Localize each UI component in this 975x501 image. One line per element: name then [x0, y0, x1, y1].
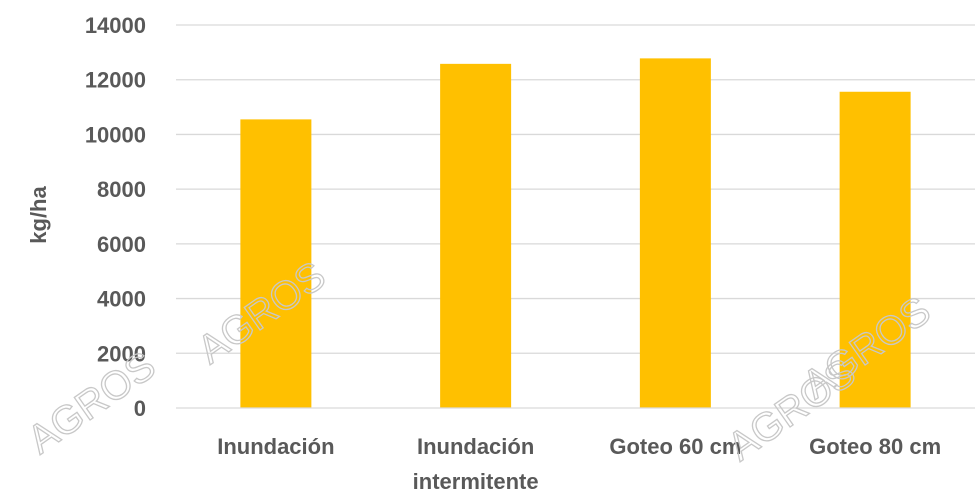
- y-tick-label: 2000: [97, 341, 146, 366]
- y-tick-label: 14000: [85, 13, 146, 38]
- bar: [639, 58, 711, 409]
- y-tick-label: 4000: [97, 287, 146, 312]
- bar: [440, 63, 512, 409]
- bar: [240, 119, 312, 408]
- y-tick-label: 10000: [85, 122, 146, 147]
- x-tick-label-line: Inundación: [417, 434, 534, 459]
- x-tick-label: Goteo 60 cm: [609, 434, 741, 459]
- x-tick-label-line: Goteo 60 cm: [609, 434, 741, 459]
- x-tick-label-line: Goteo 80 cm: [809, 434, 941, 459]
- y-tick-label: 6000: [97, 232, 146, 257]
- x-tick-label: Inundación intermitente: [413, 434, 539, 494]
- y-tick-labels: 0 2000 4000 6000 8000 10000 12000 14000: [85, 13, 146, 421]
- bars: [240, 58, 911, 409]
- x-tick-label: Goteo 80 cm: [809, 434, 941, 459]
- bar: [839, 91, 911, 408]
- x-tick-label-line: Inundación: [217, 434, 334, 459]
- x-category-labels: Inundación Inundación intermitente Goteo 60…: [217, 434, 941, 494]
- x-tick-label-line: intermitente: [413, 469, 539, 494]
- y-tick-label: 12000: [85, 68, 146, 93]
- x-tick-label: Inundación: [217, 434, 334, 459]
- y-tick-label: 0: [134, 396, 146, 421]
- y-axis-title: kg/ha: [26, 186, 51, 244]
- y-tick-label: 8000: [97, 177, 146, 202]
